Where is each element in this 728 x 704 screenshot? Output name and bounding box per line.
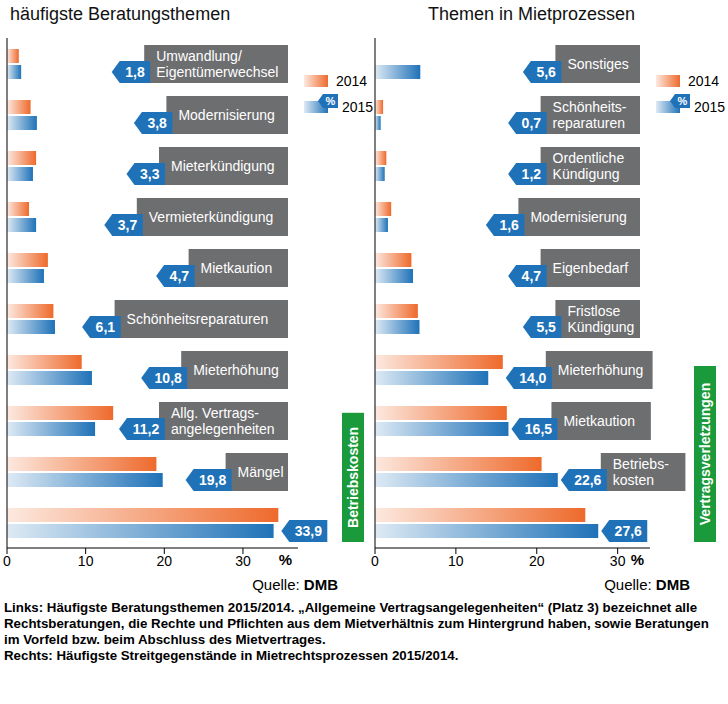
svg-text:30: 30 xyxy=(235,553,251,569)
svg-text:19,8: 19,8 xyxy=(199,472,226,488)
svg-text:33,9: 33,9 xyxy=(295,523,322,539)
svg-text:10,8: 10,8 xyxy=(155,370,182,386)
html-text:Links: Häufigste Beratungsthem: Links: Häufigste Beratungsthemen 2015/20… xyxy=(4,600,709,647)
svg-text:reparaturen: reparaturen xyxy=(553,115,625,131)
svg-text:0: 0 xyxy=(371,553,379,569)
svg-text:1,6: 1,6 xyxy=(499,217,519,233)
svg-text:%: % xyxy=(631,551,644,568)
svg-text:kosten: kosten xyxy=(613,472,654,488)
svg-text:%: % xyxy=(279,551,292,568)
svg-text:1,2: 1,2 xyxy=(522,166,542,182)
svg-text:3,3: 3,3 xyxy=(140,166,160,182)
html-text:2015: 2015 xyxy=(694,99,726,115)
svg-text:10: 10 xyxy=(448,553,464,569)
svg-text:20: 20 xyxy=(529,553,545,569)
svg-text:Eigentümerwechsel: Eigentümerwechsel xyxy=(156,64,278,80)
svg-text:16,5: 16,5 xyxy=(525,421,552,437)
svg-text:Eigenbedarf: Eigenbedarf xyxy=(553,260,629,276)
svg-text:22,6: 22,6 xyxy=(574,472,601,488)
svg-text:Kündigung: Kündigung xyxy=(553,166,620,182)
html-text:Themen in Mietprozessen: Themen in Mietprozessen xyxy=(428,4,636,24)
svg-text:30: 30 xyxy=(610,553,626,569)
html-text:Rechts: Häufigste Streitgegens: Rechts: Häufigste Streitgegenstände in M… xyxy=(4,648,459,663)
svg-text:Fristlose: Fristlose xyxy=(567,303,620,319)
svg-text:Allg. Vertrags-: Allg. Vertrags- xyxy=(171,405,259,421)
svg-text:10: 10 xyxy=(78,553,94,569)
svg-text:5,6: 5,6 xyxy=(536,64,556,80)
svg-text:Mieterkündigung: Mieterkündigung xyxy=(171,158,275,174)
svg-text:%: % xyxy=(326,95,336,107)
svg-text:Mieterhöhung: Mieterhöhung xyxy=(193,362,279,378)
html-text:2014: 2014 xyxy=(688,73,720,89)
svg-text:Mängel: Mängel xyxy=(238,464,284,480)
svg-text:20: 20 xyxy=(157,553,173,569)
svg-text:Mietkaution: Mietkaution xyxy=(563,413,635,429)
svg-text:1,8: 1,8 xyxy=(125,64,145,80)
svg-text:Betriebskosten: Betriebskosten xyxy=(345,427,361,528)
svg-text:3,7: 3,7 xyxy=(118,217,138,233)
svg-text:11,2: 11,2 xyxy=(133,421,160,437)
svg-text:Modernisierung: Modernisierung xyxy=(530,209,627,225)
html-text:Quelle: DMB: Quelle: DMB xyxy=(252,576,338,593)
html-text:2014: 2014 xyxy=(336,73,368,89)
svg-text:Schönheitsreparaturen: Schönheitsreparaturen xyxy=(127,311,269,327)
html-text:2015: 2015 xyxy=(342,99,374,115)
svg-text:Kündigung: Kündigung xyxy=(567,319,634,335)
svg-text:Umwandlung/: Umwandlung/ xyxy=(156,48,242,64)
svg-text:Ordentliche: Ordentliche xyxy=(553,150,625,166)
svg-text:0,7: 0,7 xyxy=(522,115,542,131)
svg-text:Vermieterkündigung: Vermieterkündigung xyxy=(149,209,274,225)
svg-text:5,5: 5,5 xyxy=(536,319,556,335)
svg-text:14,0: 14,0 xyxy=(519,370,546,386)
svg-text:Sonstiges: Sonstiges xyxy=(567,56,628,72)
svg-text:Betriebs-: Betriebs- xyxy=(613,456,669,472)
svg-text:27,6: 27,6 xyxy=(615,523,642,539)
svg-text:0: 0 xyxy=(8,553,11,569)
svg-text:Mieterhöhung: Mieterhöhung xyxy=(558,362,644,378)
svg-text:%: % xyxy=(678,95,688,107)
svg-text:4,7: 4,7 xyxy=(170,268,190,284)
svg-text:Modernisierung: Modernisierung xyxy=(178,107,275,123)
svg-text:Mietkaution: Mietkaution xyxy=(201,260,273,276)
html-text:Quelle: DMB: Quelle: DMB xyxy=(604,576,690,593)
svg-text:angelegenheiten: angelegenheiten xyxy=(171,421,275,437)
svg-text:3,8: 3,8 xyxy=(147,115,167,131)
html-text:häufigste Beratungsthemen: häufigste Beratungsthemen xyxy=(10,4,231,24)
svg-text:6,1: 6,1 xyxy=(96,319,116,335)
svg-text:Schönheits-: Schönheits- xyxy=(553,99,627,115)
svg-text:4,7: 4,7 xyxy=(522,268,542,284)
svg-text:Vertragsverletzungen: Vertragsverletzungen xyxy=(697,383,713,525)
